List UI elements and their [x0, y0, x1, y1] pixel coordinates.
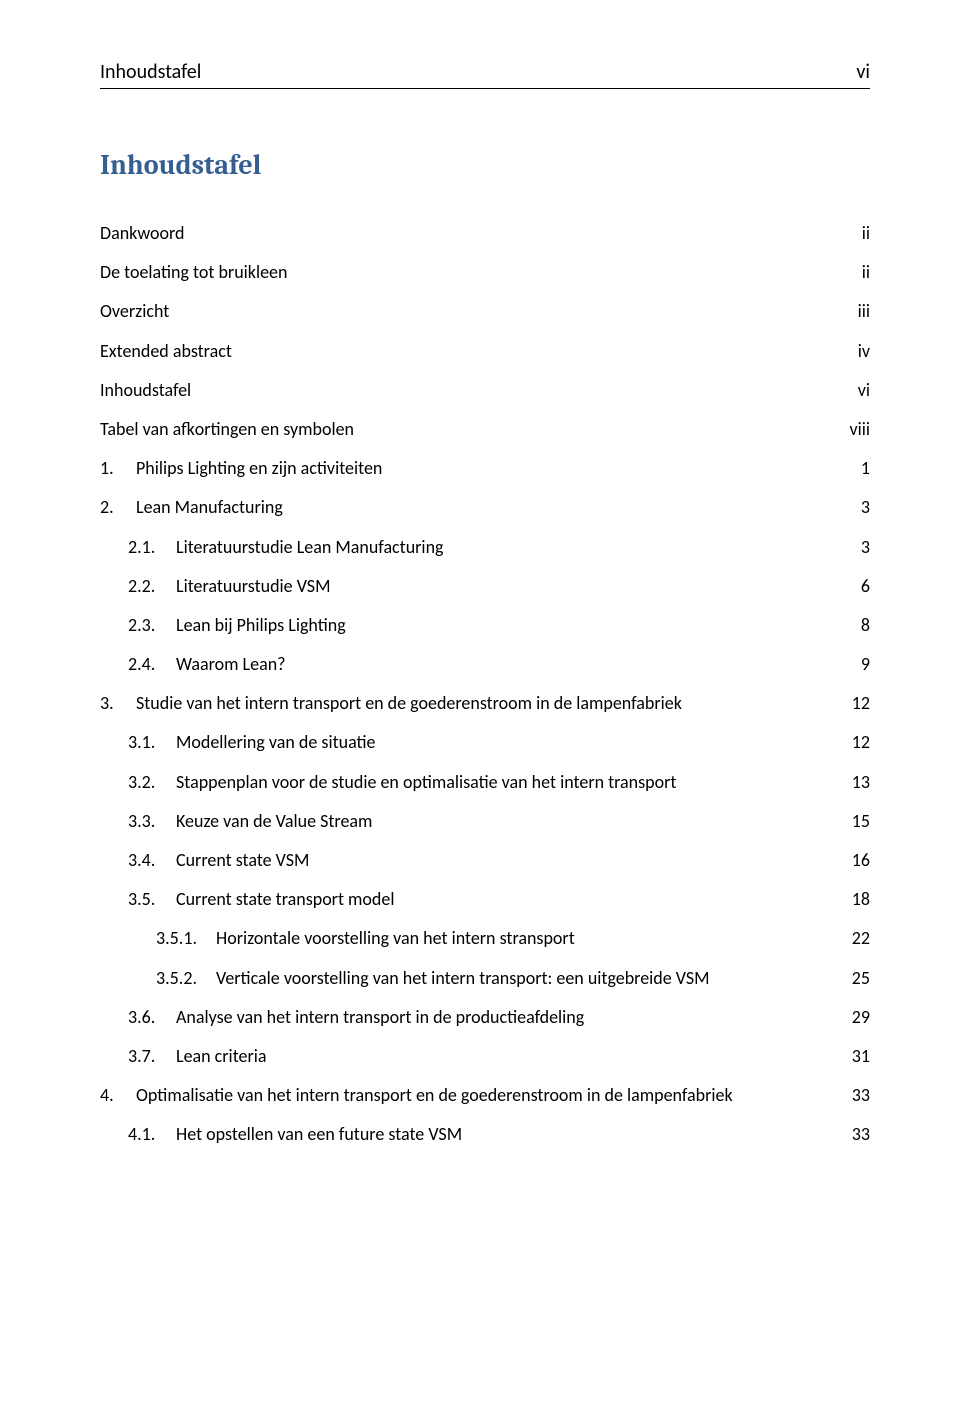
toc-entry: De toelating tot bruikleen ii: [100, 260, 870, 285]
toc-entry-page: 8: [840, 613, 870, 638]
toc-entry-page: 31: [840, 1044, 870, 1069]
toc-entry-number: 2.2.: [128, 574, 176, 599]
toc-entry-number: 3.1.: [128, 730, 176, 755]
toc-entry: 3.5.2.Verticale voorstelling van het int…: [156, 966, 870, 991]
toc-entry-page: 33: [840, 1083, 870, 1108]
toc-entry-title: Modellering van de situatie: [176, 730, 376, 755]
toc-entry: 2.4.Waarom Lean? 9: [128, 652, 870, 677]
toc-entry-page: 12: [840, 691, 870, 716]
toc-entry-title: Het opstellen van een future state VSM: [176, 1122, 462, 1147]
toc-entry-title: Inhoudstafel: [100, 378, 191, 403]
toc-entry-number: 1.: [100, 456, 136, 481]
toc-entry-number: 2.: [100, 495, 136, 520]
toc-entry: 4.Optimalisatie van het intern transport…: [100, 1083, 870, 1108]
toc-entry-page: iv: [840, 339, 870, 364]
toc-entry-number: 3.3.: [128, 809, 176, 834]
toc-entry-page: 15: [840, 809, 870, 834]
toc-entry-number: 4.: [100, 1083, 136, 1108]
toc-entry-number: 3.2.: [128, 770, 176, 795]
toc-entry: 3.1.Modellering van de situatie 12: [128, 730, 870, 755]
toc-entry-number: 2.1.: [128, 535, 176, 560]
toc-entry-page: 3: [840, 495, 870, 520]
toc-entry-title: Stappenplan voor de studie en optimalisa…: [176, 770, 676, 795]
toc-entry-title: Verticale voorstelling van het intern tr…: [216, 966, 710, 991]
toc-entry: 4.1.Het opstellen van een future state V…: [128, 1122, 870, 1147]
toc-entry-page: iii: [840, 299, 870, 324]
toc-entry-number: 3.7.: [128, 1044, 176, 1069]
toc-entry-page: 25: [840, 966, 870, 991]
toc-entry: 2.1.Literatuurstudie Lean Manufacturing 3: [128, 535, 870, 560]
table-of-contents: Dankwoord ii De toelating tot bruikleen ii O…: [100, 221, 870, 1148]
toc-entry: 2.Lean Manufacturing 3: [100, 495, 870, 520]
toc-entry-title: Lean Manufacturing: [136, 495, 283, 520]
toc-entry-page: 18: [840, 887, 870, 912]
toc-entry: Tabel van afkortingen en symbolen viii: [100, 417, 870, 442]
toc-entry-number: 3.: [100, 691, 136, 716]
toc-entry-title: Current state VSM: [176, 848, 309, 873]
toc-entry-number: 3.5.: [128, 887, 176, 912]
toc-entry-number: 3.6.: [128, 1005, 176, 1030]
toc-entry-page: viii: [840, 417, 870, 442]
toc-entry: 2.3.Lean bij Philips Lighting 8: [128, 613, 870, 638]
toc-entry: 3.3.Keuze van de Value Stream 15: [128, 809, 870, 834]
toc-entry-title: Overzicht: [100, 299, 169, 324]
header-right: vi: [856, 60, 870, 84]
toc-entry: 3.2.Stappenplan voor de studie en optima…: [128, 770, 870, 795]
toc-entry-number: 3.5.1.: [156, 926, 216, 951]
toc-entry-number: 2.4.: [128, 652, 176, 677]
toc-entry: 1.Philips Lighting en zijn activiteiten 1: [100, 456, 870, 481]
toc-entry-title: De toelating tot bruikleen: [100, 260, 287, 285]
toc-entry: 2.2.Literatuurstudie VSM 6: [128, 574, 870, 599]
toc-entry: 3.4.Current state VSM 16: [128, 848, 870, 873]
toc-entry: 3.Studie van het intern transport en de …: [100, 691, 870, 716]
toc-entry: Dankwoord ii: [100, 221, 870, 246]
toc-entry-number: 3.5.2.: [156, 966, 216, 991]
toc-entry-page: 6: [840, 574, 870, 599]
toc-entry-page: 33: [840, 1122, 870, 1147]
toc-entry: Inhoudstafel vi: [100, 378, 870, 403]
toc-entry-title: Keuze van de Value Stream: [176, 809, 372, 834]
toc-entry-page: 29: [840, 1005, 870, 1030]
toc-entry-page: ii: [840, 260, 870, 285]
toc-entry-title: Literatuurstudie VSM: [176, 574, 330, 599]
toc-entry-page: 13: [840, 770, 870, 795]
toc-entry-title: Philips Lighting en zijn activiteiten: [136, 456, 382, 481]
toc-entry-title: Current state transport model: [176, 887, 394, 912]
toc-entry-page: ii: [840, 221, 870, 246]
toc-entry-page: 1: [840, 456, 870, 481]
page-header: Inhoudstafel vi: [100, 60, 870, 89]
toc-entry-number: 4.1.: [128, 1122, 176, 1147]
toc-entry-page: vi: [840, 378, 870, 403]
page-title: Inhoudstafel: [100, 149, 870, 181]
toc-entry: 3.5.1.Horizontale voorstelling van het i…: [156, 926, 870, 951]
toc-entry-page: 16: [840, 848, 870, 873]
toc-entry-title: Optimalisatie van het intern transport e…: [136, 1083, 733, 1108]
toc-entry: Extended abstract iv: [100, 339, 870, 364]
toc-entry: Overzicht iii: [100, 299, 870, 324]
toc-entry: 3.5.Current state transport model 18: [128, 887, 870, 912]
toc-entry-title: Extended abstract: [100, 339, 232, 364]
header-left: Inhoudstafel: [100, 60, 201, 84]
toc-entry-page: 9: [840, 652, 870, 677]
toc-entry: 3.6.Analyse van het intern transport in …: [128, 1005, 870, 1030]
toc-entry-number: 2.3.: [128, 613, 176, 638]
toc-entry-title: Studie van het intern transport en de go…: [136, 691, 682, 716]
toc-entry-title: Lean criteria: [176, 1044, 267, 1069]
toc-entry-title: Horizontale voorstelling van het intern …: [216, 926, 575, 951]
toc-entry-title: Dankwoord: [100, 221, 185, 246]
toc-entry-title: Tabel van afkortingen en symbolen: [100, 417, 354, 442]
toc-entry-page: 22: [840, 926, 870, 951]
toc-entry-title: Waarom Lean?: [176, 652, 286, 677]
toc-entry-page: 3: [840, 535, 870, 560]
toc-entry-title: Analyse van het intern transport in de p…: [176, 1005, 584, 1030]
toc-entry-title: Lean bij Philips Lighting: [176, 613, 346, 638]
toc-entry-title: Literatuurstudie Lean Manufacturing: [176, 535, 444, 560]
toc-entry-number: 3.4.: [128, 848, 176, 873]
toc-entry: 3.7.Lean criteria 31: [128, 1044, 870, 1069]
toc-entry-page: 12: [840, 730, 870, 755]
